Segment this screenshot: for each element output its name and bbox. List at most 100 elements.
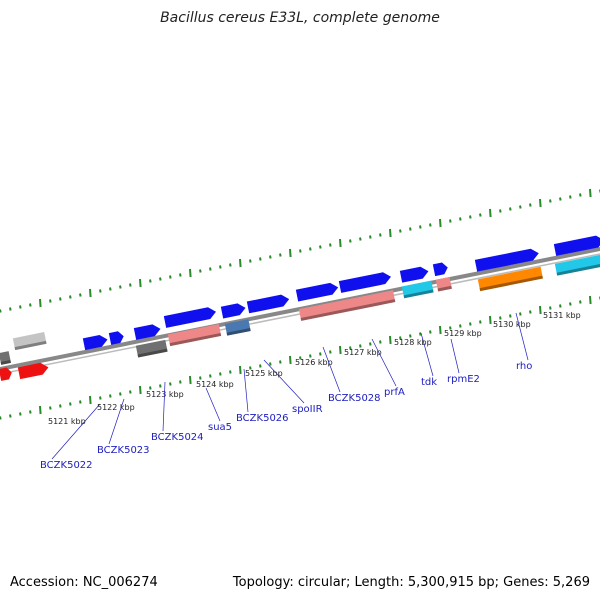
- upper-tick: [209, 267, 212, 271]
- scale-label: 5129 kbp: [444, 329, 482, 338]
- feature-blue-bczk5028a: [295, 282, 339, 302]
- map-title: Bacillus cereus E33L, complete genome: [160, 10, 440, 26]
- lower-tick: [539, 305, 542, 315]
- lower-tick: [109, 394, 112, 398]
- lower-tick: [379, 340, 382, 344]
- lower-tick: [359, 344, 362, 348]
- lower-tick: [429, 330, 432, 334]
- upper-tick: [49, 299, 52, 303]
- upper-tick: [159, 277, 162, 281]
- feature-blue-right: [553, 235, 600, 256]
- upper-tick: [169, 275, 172, 279]
- lower-tick: [519, 312, 522, 316]
- upper-tick: [569, 195, 572, 199]
- lower-tick: [139, 385, 142, 395]
- feature-red-left-b: [17, 362, 49, 380]
- upper-tick: [189, 268, 192, 278]
- upper-tick: [219, 265, 222, 269]
- upper-tick: [69, 295, 72, 299]
- lower-tick: [459, 324, 462, 328]
- lower-tick: [279, 360, 282, 364]
- lower-tick: [19, 412, 22, 416]
- scale-label: 5124 kbp: [196, 380, 234, 389]
- lower-tick: [499, 316, 502, 320]
- upper-tick: [79, 293, 82, 297]
- upper-tick: [329, 243, 332, 247]
- lower-tick: [509, 314, 512, 318]
- lower-tick: [579, 300, 582, 304]
- lower-tick: [199, 376, 202, 380]
- gene-label: rho: [516, 361, 532, 372]
- scale-label: 5122 kbp: [97, 403, 135, 412]
- lower-tick-ring: [0, 295, 600, 420]
- gene-leader-line: [420, 332, 434, 377]
- upper-tick: [519, 205, 522, 209]
- gene-leader-line: [515, 312, 529, 361]
- lower-tick: [79, 400, 82, 404]
- scale-label: 5127 kbp: [344, 348, 382, 357]
- gene-label: prfA: [384, 387, 405, 398]
- feature-red-left-a: [0, 367, 12, 381]
- gene-leader-line: [371, 338, 397, 387]
- lower-tick: [489, 315, 492, 325]
- upper-tick: [589, 188, 592, 198]
- upper-tick: [119, 285, 122, 289]
- upper-tick: [499, 209, 502, 213]
- upper-tick: [339, 238, 342, 248]
- feature-blue-bczk5028b: [338, 272, 391, 293]
- lower-tick: [319, 352, 322, 356]
- scale-label: 5126 kbp: [295, 358, 333, 367]
- upper-tick: [469, 215, 472, 219]
- upper-tick: [39, 298, 42, 308]
- feature-pink-rpme2: [435, 276, 452, 292]
- upper-tick: [459, 217, 462, 221]
- gene-leader-line: [205, 387, 221, 422]
- feature-blue-sua5: [163, 307, 216, 328]
- upper-tick: [479, 213, 482, 217]
- lower-tick: [419, 332, 422, 336]
- feature-steelblue-bczk5026: [224, 319, 251, 336]
- feature-blue-bczk5022: [82, 334, 108, 351]
- upper-tick: [389, 228, 392, 238]
- gene-label: BCZK5023: [97, 445, 150, 456]
- lower-tick: [549, 306, 552, 310]
- upper-tick: [279, 253, 282, 257]
- feature-blue-rho: [474, 248, 539, 272]
- upper-tick: [539, 198, 542, 208]
- upper-tick: [439, 218, 442, 228]
- upper-tick: [369, 235, 372, 239]
- feature-track: [0, 235, 600, 381]
- gene-leader-line: [450, 338, 460, 374]
- upper-tick: [99, 289, 102, 293]
- feature-pink-prfa: [298, 290, 396, 321]
- upper-tick: [239, 258, 242, 268]
- lower-tick: [219, 372, 222, 376]
- gene-label: BCZK5024: [151, 432, 204, 443]
- gene-label: BCZK5022: [40, 460, 93, 471]
- feature-blue-bczk5023: [108, 331, 124, 345]
- lower-tick: [189, 375, 192, 385]
- lower-tick: [349, 346, 352, 350]
- lower-tick: [329, 350, 332, 354]
- lower-tick: [559, 304, 562, 308]
- feature-cyan-right: [554, 254, 600, 276]
- lower-tick: [229, 370, 232, 374]
- lower-tick: [29, 410, 32, 414]
- lower-tick: [259, 364, 262, 368]
- upper-tick: [319, 245, 322, 249]
- lower-tick: [209, 374, 212, 378]
- feature-gray-bczk5024: [135, 339, 168, 358]
- gene-label: BCZK5028: [328, 393, 381, 404]
- upper-tick: [559, 197, 562, 201]
- upper-tick: [9, 307, 12, 311]
- scale-labels: 5121 kbp 5122 kbp 5123 kbp 5124 kbp 5125 kbp…: [48, 311, 581, 426]
- scale-label: 5131 kbp: [543, 311, 581, 320]
- upper-tick: [309, 247, 312, 251]
- scale-label: 5123 kbp: [146, 390, 184, 399]
- upper-tick: [299, 249, 302, 253]
- gene-leader-line: [162, 381, 166, 432]
- lower-tick: [409, 334, 412, 338]
- lower-tick: [339, 345, 342, 355]
